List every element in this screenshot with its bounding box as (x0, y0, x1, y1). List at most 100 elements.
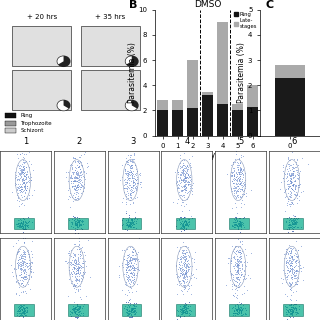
Point (236, 274, 241, 279)
Point (127, 170, 132, 175)
Point (74, 184, 79, 189)
Point (131, 219, 136, 224)
Point (135, 169, 140, 174)
Point (27, 164, 32, 170)
Point (282, 208, 287, 213)
Point (235, 224, 240, 229)
Point (124, 280, 129, 285)
Point (80, 303, 85, 308)
Point (131, 182, 136, 187)
Point (68, 281, 73, 286)
Point (17, 165, 22, 171)
Point (238, 220, 244, 225)
Point (188, 181, 193, 187)
Point (21, 253, 26, 258)
Point (16, 163, 21, 168)
Point (130, 220, 135, 225)
Point (290, 220, 295, 225)
Point (227, 148, 232, 153)
Point (18, 256, 23, 261)
Point (180, 184, 185, 189)
Point (128, 254, 133, 260)
Point (289, 312, 294, 317)
Point (127, 258, 132, 263)
Point (24, 308, 29, 313)
Point (230, 292, 236, 298)
Point (72, 220, 77, 225)
Point (288, 311, 293, 316)
Point (124, 173, 129, 178)
Point (17, 224, 22, 229)
Point (70, 254, 75, 260)
Point (18, 302, 23, 307)
Point (237, 222, 242, 228)
Point (231, 310, 236, 316)
Point (125, 228, 130, 233)
Point (241, 290, 246, 295)
Point (18, 308, 23, 313)
Point (233, 310, 238, 316)
Point (22, 274, 28, 279)
Point (73, 195, 78, 200)
Point (286, 182, 291, 187)
Point (69, 310, 75, 316)
Point (134, 251, 139, 256)
Point (292, 305, 297, 310)
Point (185, 169, 190, 174)
Point (138, 179, 143, 184)
Point (238, 141, 243, 147)
Text: 3: 3 (131, 137, 136, 146)
Point (69, 272, 75, 277)
Point (75, 224, 80, 229)
Point (126, 279, 131, 284)
Point (24, 261, 29, 266)
Point (291, 216, 296, 221)
Point (133, 309, 138, 314)
Point (288, 281, 293, 286)
Point (132, 175, 137, 180)
Point (189, 255, 194, 260)
Point (181, 248, 187, 253)
Point (80, 275, 85, 280)
Point (290, 186, 295, 191)
Point (130, 199, 135, 204)
Point (232, 262, 237, 267)
Point (184, 171, 189, 176)
Point (14, 178, 19, 183)
Point (125, 153, 131, 158)
Point (74, 221, 79, 227)
Point (20, 255, 25, 260)
Point (292, 187, 297, 192)
Point (21, 203, 27, 208)
Point (180, 307, 185, 312)
Point (81, 312, 86, 317)
Point (283, 187, 288, 192)
Point (129, 163, 134, 168)
Point (178, 228, 183, 233)
Point (76, 184, 81, 189)
Point (126, 222, 131, 228)
Point (234, 190, 239, 195)
Point (17, 284, 22, 289)
Point (238, 256, 243, 261)
Point (291, 304, 296, 309)
Point (18, 221, 23, 226)
Point (239, 224, 244, 229)
Point (16, 181, 21, 187)
Point (227, 256, 232, 261)
Point (288, 179, 293, 184)
Point (126, 311, 131, 316)
Point (79, 272, 84, 277)
Point (181, 307, 186, 312)
Point (296, 197, 301, 203)
Point (25, 224, 30, 229)
Point (124, 276, 129, 282)
Point (289, 279, 294, 284)
Point (290, 265, 295, 270)
Point (24, 151, 29, 156)
Point (21, 276, 26, 281)
Point (233, 260, 238, 265)
Point (243, 246, 248, 252)
Point (63, 258, 68, 263)
Point (240, 169, 245, 174)
